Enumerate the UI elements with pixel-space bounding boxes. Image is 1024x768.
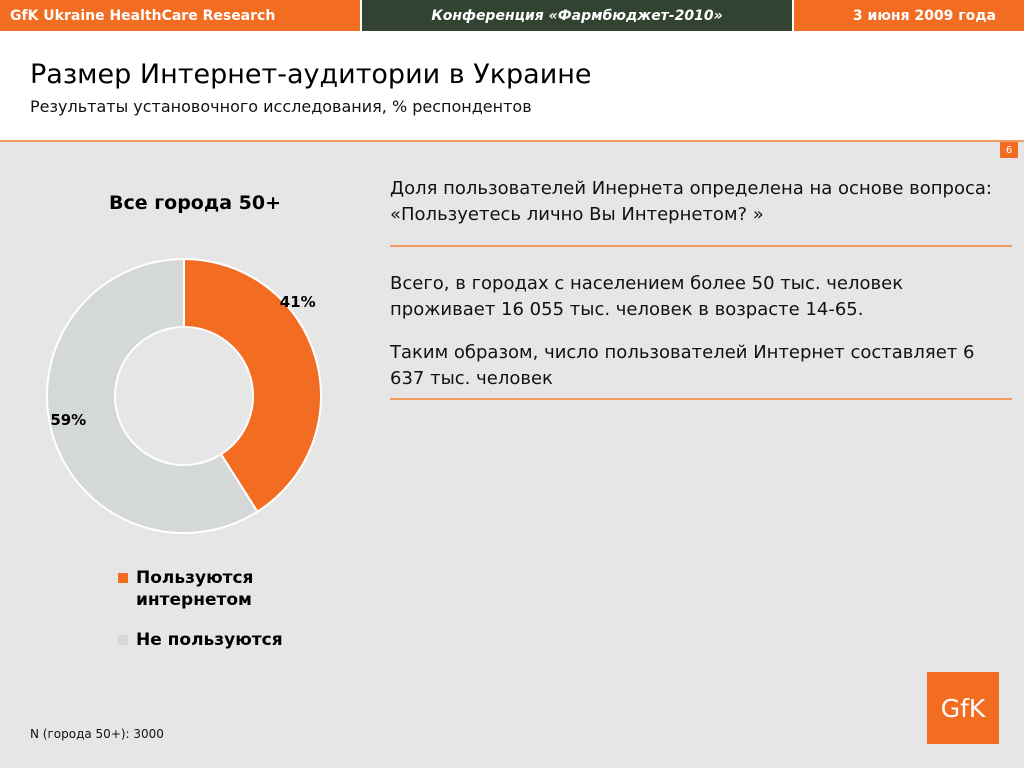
legend-label-users: Пользуются интернетом xyxy=(136,567,253,611)
legend-item-users: Пользуются интернетом xyxy=(118,567,338,611)
text-question: Доля пользователей Инернета определена н… xyxy=(390,178,992,225)
divider xyxy=(390,398,1012,400)
text-population: Всего, в городах с населением более 50 т… xyxy=(390,273,904,320)
page-subtitle: Результаты установочного исследования, %… xyxy=(30,97,532,116)
page-number-badge: 6 xyxy=(1000,142,1018,158)
gfk-logo: GfK xyxy=(927,672,999,744)
legend-swatch-nonusers xyxy=(118,635,128,645)
page-title: Размер Интернет-аудитории в Украине xyxy=(30,59,592,90)
legend-label-users-line1: Пользуются xyxy=(136,568,254,588)
legend-swatch-users xyxy=(118,573,128,583)
chart-title: Все города 50+ xyxy=(108,192,282,214)
conference-label: Конференция «Фармбюджет-2010» xyxy=(362,0,794,31)
slice-users-label: 41% xyxy=(280,293,316,311)
text-users-count: Таким образом, число пользователей Интер… xyxy=(390,342,975,389)
legend-label-nonusers: Не пользуются xyxy=(136,630,283,650)
slice-users xyxy=(183,257,322,514)
legend-item-nonusers: Не пользуются xyxy=(118,629,338,651)
slide-header: Размер Интернет-аудитории в Украине Резу… xyxy=(0,31,1024,142)
chart-legend: Пользуются интернетом Не пользуются xyxy=(118,567,338,669)
donut-chart: 41% 59% xyxy=(46,257,322,534)
slice-nonusers-label: 59% xyxy=(50,411,86,429)
company-label: GfK Ukraine HealthCare Research xyxy=(0,0,362,31)
date-label: 3 июня 2009 года xyxy=(794,0,1024,31)
slice-nonusers xyxy=(46,257,259,534)
top-bar: GfK Ukraine HealthCare Research Конферен… xyxy=(0,0,1024,31)
divider xyxy=(390,245,1012,247)
sample-size-note: N (города 50+): 3000 xyxy=(30,727,164,741)
legend-label-users-line2: интернетом xyxy=(136,590,252,610)
